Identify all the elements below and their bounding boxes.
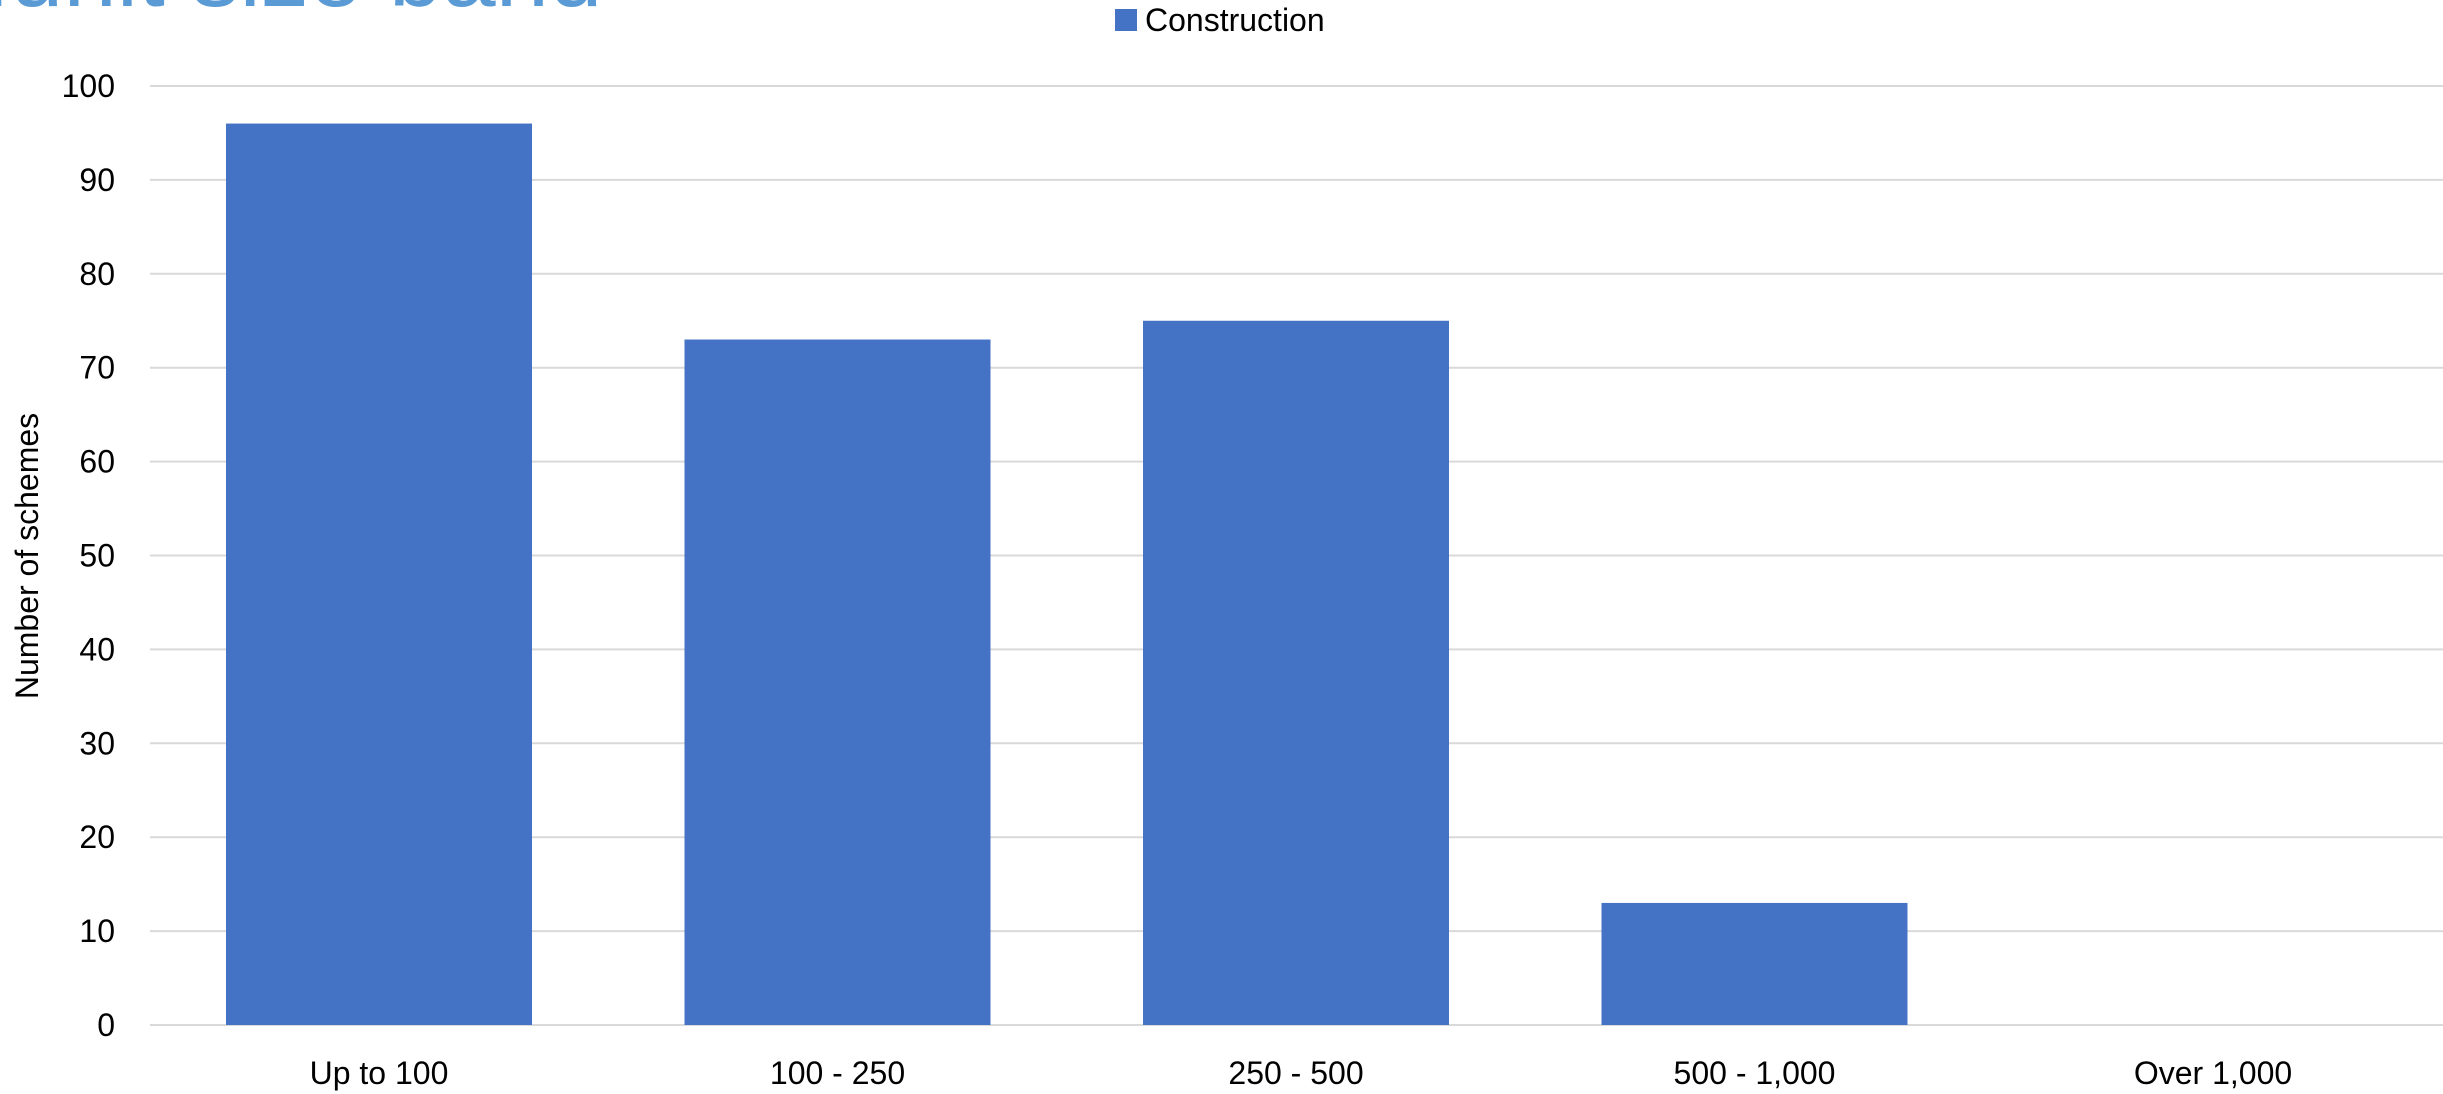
x-tick-label: 250 - 500 <box>1228 1055 1363 1091</box>
legend: Construction <box>1115 2 1325 38</box>
bar <box>684 339 991 1025</box>
x-tick-label: 100 - 250 <box>770 1055 905 1091</box>
y-axis-title: Number of schemes <box>9 413 45 699</box>
y-axis-ticks: 0 10 20 30 40 50 60 70 80 90 100 <box>62 68 115 1043</box>
y-tick-label: 50 <box>79 538 115 574</box>
bars <box>226 123 1908 1025</box>
x-tick-label: Up to 100 <box>310 1055 449 1091</box>
y-tick-label: 40 <box>79 631 115 667</box>
bar <box>226 123 532 1025</box>
legend-swatch <box>1115 9 1137 31</box>
bar <box>1601 902 1908 1025</box>
x-axis-ticks: Up to 100 100 - 250 250 - 500 500 - 1,000 Ov… <box>310 1055 2293 1091</box>
x-tick-label: Over 1,000 <box>2134 1055 2292 1091</box>
y-tick-label: 0 <box>97 1007 115 1043</box>
chart-title: ...unit size band <box>0 0 602 27</box>
y-tick-label: 20 <box>79 819 115 855</box>
bar <box>1143 320 1449 1025</box>
legend-label: Construction <box>1145 2 1325 38</box>
y-tick-label: 30 <box>79 725 115 761</box>
y-tick-label: 10 <box>79 913 115 949</box>
y-tick-label: 80 <box>79 256 115 292</box>
y-tick-label: 100 <box>62 68 115 104</box>
x-tick-label: 500 - 1,000 <box>1674 1055 1836 1091</box>
y-tick-label: 90 <box>79 162 115 198</box>
y-tick-label: 70 <box>79 350 115 386</box>
y-tick-label: 60 <box>79 444 115 480</box>
